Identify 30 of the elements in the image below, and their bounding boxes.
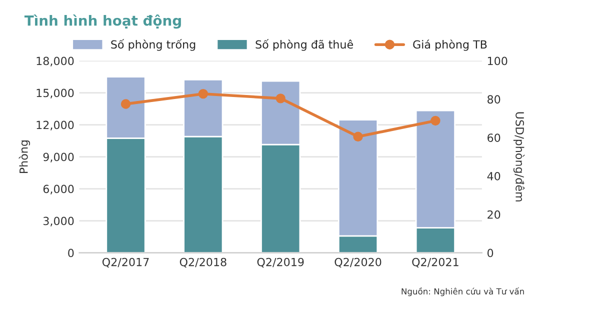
- text: Nguồn: Nghiên cứu và Tư vấn: [402, 287, 524, 296]
- y-tick-label: 6,000: [43, 184, 74, 194]
- y2-tick-label: 60: [488, 134, 500, 142]
- y2-tick-label: 40: [487, 172, 500, 180]
- y2-tick-label: 80: [488, 95, 500, 104]
- y-tick-label: 18,000: [36, 56, 74, 66]
- y2-axis-title: USD/phòng/đêm: [513, 112, 525, 202]
- legend-label: Giá phòng TB: [413, 40, 487, 51]
- y2-tick-label: 100: [488, 56, 508, 66]
- legend-label: Số phòng trống: [111, 39, 196, 51]
- y2-tick-label: 0: [487, 248, 494, 258]
- y-tick-label: 12,000: [36, 120, 74, 130]
- x-tick-label: Q2/2017: [102, 258, 149, 268]
- point: [353, 132, 363, 142]
- x-tick-label: Q2/2020: [334, 258, 382, 268]
- y-tick-label: 0: [68, 248, 74, 258]
- y-tick-label: 15,000: [36, 88, 74, 98]
- y-axis-title: Phòng: [18, 140, 30, 174]
- x-tick-label: Q2/2019: [257, 258, 304, 268]
- legend-label: Số phòng đã thuê: [256, 39, 354, 51]
- point: [276, 94, 286, 104]
- point: [430, 116, 440, 126]
- y2-tick-label: 20: [488, 210, 500, 219]
- y-tick-label: 9,000: [43, 152, 74, 162]
- x-tick-label: Q2/2018: [180, 258, 226, 268]
- x-tick-label: Q2/2021: [412, 258, 458, 268]
- point: [120, 99, 131, 109]
- point: [198, 88, 208, 99]
- chart-title: Tình hình hoạt động: [24, 14, 181, 29]
- y-tick-label: 3,000: [43, 216, 74, 226]
